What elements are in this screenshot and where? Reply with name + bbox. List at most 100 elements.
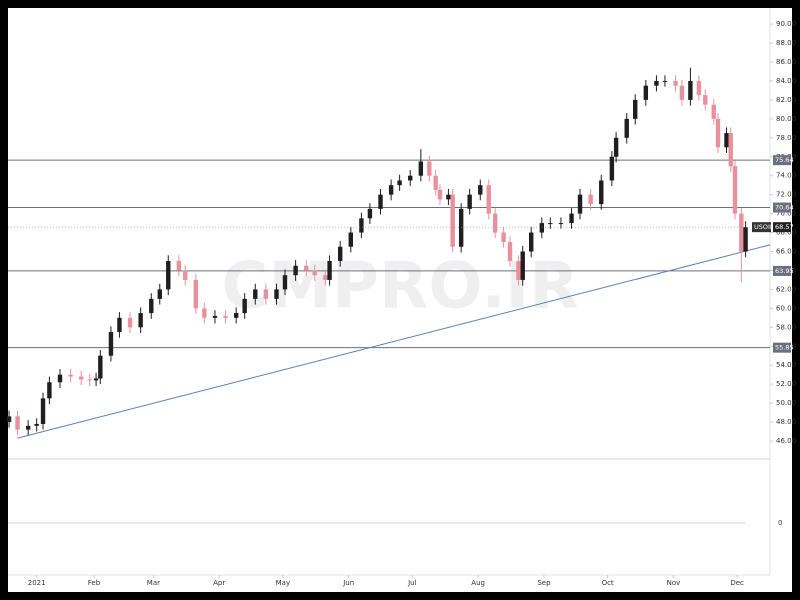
y-tick-label: 68.00 <box>776 229 796 237</box>
candle-body <box>98 355 103 379</box>
level-tag <box>773 265 791 276</box>
candle-body <box>688 80 693 100</box>
candle-body <box>728 133 733 167</box>
candle-body <box>446 194 451 200</box>
candle-body <box>486 185 491 214</box>
candle-body <box>108 332 114 356</box>
x-tick-label: Sep <box>537 579 551 587</box>
x-tick-label: May <box>276 579 290 587</box>
candle-body <box>529 232 534 252</box>
candle-body <box>732 166 738 214</box>
candle-body <box>418 161 424 176</box>
candle-body <box>138 313 143 328</box>
y-tick-label: 82.00 <box>776 96 796 104</box>
candle-body <box>253 289 258 299</box>
candle-body <box>492 213 498 233</box>
level-tag <box>773 155 791 166</box>
y-tick-label: 70.00 <box>776 210 796 218</box>
candle-body <box>233 313 239 318</box>
candle-body <box>588 194 593 205</box>
candle-body <box>609 156 615 181</box>
x-tick-label: Jun <box>342 579 354 587</box>
candle-body <box>323 275 328 280</box>
candle-body <box>397 180 402 186</box>
candle-body <box>711 104 716 119</box>
candle-body <box>696 80 702 96</box>
level-tag-label: 70.64 <box>775 204 794 212</box>
candle-body <box>40 398 46 424</box>
candle-body <box>176 260 182 271</box>
candle-body <box>127 317 133 328</box>
candle-body <box>539 223 545 233</box>
candle-body <box>388 185 394 195</box>
candle-body <box>87 379 92 381</box>
candle-body <box>715 118 721 148</box>
level-tag <box>773 342 791 353</box>
y-tick-label: 46.00 <box>776 437 796 445</box>
candle-body <box>643 85 649 100</box>
candle-body <box>367 208 373 219</box>
candle-body <box>57 374 63 383</box>
candle-body <box>348 232 353 247</box>
candle-body <box>202 308 207 318</box>
candle-body <box>679 85 685 100</box>
candle-body <box>558 223 564 225</box>
candle-body <box>478 185 483 195</box>
y-tick-label: 48.00 <box>776 418 796 426</box>
x-tick-label: Mar <box>147 579 160 587</box>
candle-body <box>34 423 39 426</box>
candle-body <box>183 270 188 280</box>
candle-body <box>193 279 199 309</box>
candle-body <box>282 275 288 290</box>
symbol-tag-label: USOIL <box>754 223 774 231</box>
y-tick-label: 84.00 <box>776 77 796 85</box>
candle-body <box>378 194 383 209</box>
trendline <box>17 244 771 439</box>
candle-body <box>47 382 52 399</box>
plot-layer: 46.0048.0050.0052.0054.0056.0058.0060.00… <box>6 20 796 587</box>
candle-body <box>662 80 668 82</box>
y-tick-label: 74.00 <box>776 172 796 180</box>
candle-body <box>520 251 525 280</box>
candle-body <box>15 416 20 430</box>
candle-body <box>166 260 171 290</box>
x-tick-label: Oct <box>602 579 614 587</box>
y-tick-label: 50.00 <box>776 399 796 407</box>
x-tick-label: Apr <box>213 579 225 587</box>
candle-body <box>743 227 748 252</box>
candle-body <box>437 189 443 200</box>
candle-body <box>458 208 464 247</box>
y-tick-label: 78.00 <box>776 134 796 142</box>
candle-body <box>263 289 269 299</box>
x-tick-label: Jul <box>407 579 417 587</box>
candle-body <box>599 180 604 205</box>
x-tick-label: 2021 <box>28 579 46 587</box>
y-tick-label: 88.00 <box>776 39 796 47</box>
candle-body <box>569 213 574 224</box>
candle-body <box>724 133 729 148</box>
candle-body <box>613 137 619 157</box>
candle-body <box>327 260 332 280</box>
candle-body <box>408 175 413 181</box>
candle-body <box>359 218 364 233</box>
level-tag <box>773 202 791 213</box>
candle-body <box>68 374 73 377</box>
watermark: CMPRO.IR <box>221 250 578 324</box>
y-tick-label: 54.00 <box>776 361 796 369</box>
y-tick-label: 52.00 <box>776 380 796 388</box>
x-tick-label: Aug <box>471 579 485 587</box>
candle-body <box>450 194 455 247</box>
candle-body <box>212 315 218 318</box>
x-tick-label: Dec <box>730 579 744 587</box>
y-tick-label: 90.00 <box>776 20 796 28</box>
candle-body <box>624 118 629 138</box>
y-tick-label: 58.00 <box>776 323 796 331</box>
level-tag-label: 63.95 <box>775 267 794 275</box>
y-tick-label: 60.00 <box>776 304 796 312</box>
candle-body <box>703 95 708 105</box>
price-tag-label: 68.57 <box>775 223 794 231</box>
candle-body <box>312 270 317 276</box>
candle-body <box>25 425 31 430</box>
candle-body <box>501 232 506 243</box>
